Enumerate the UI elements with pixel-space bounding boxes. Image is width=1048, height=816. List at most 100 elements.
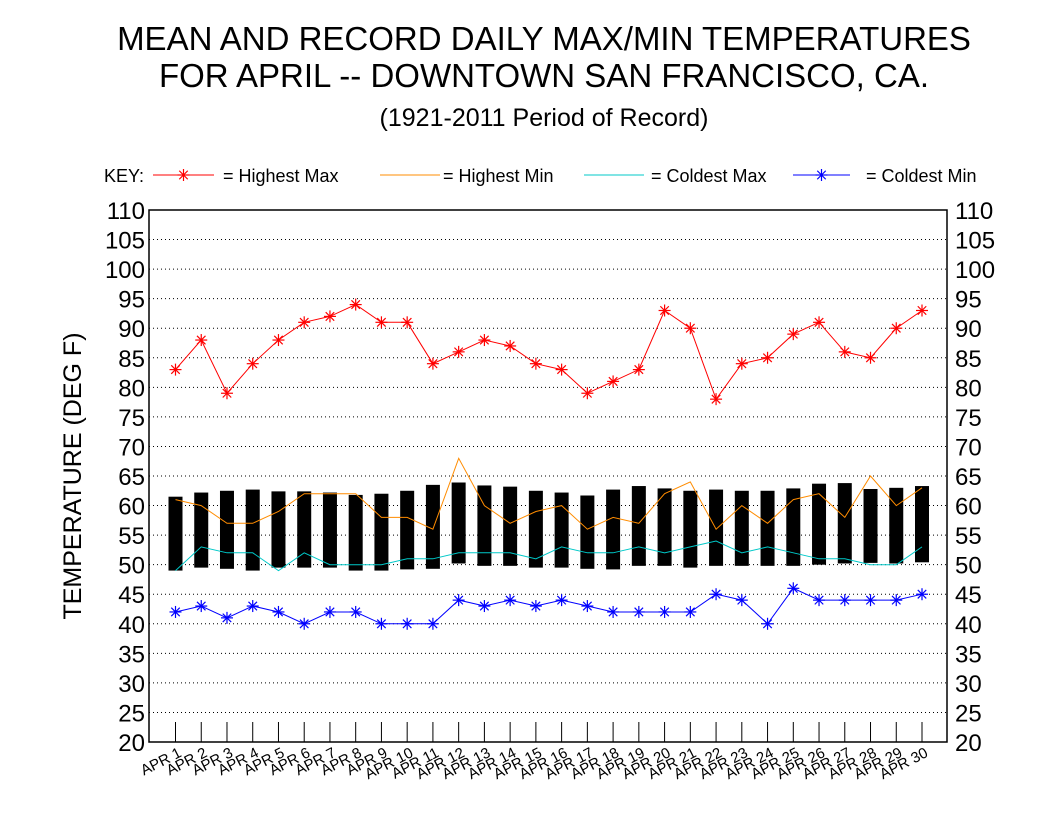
- y-tick-label-right: 35: [955, 641, 982, 668]
- highest-max-point: [735, 357, 748, 370]
- coldest-min-point: [478, 600, 491, 613]
- mean-range-bar: [297, 491, 312, 568]
- coldest-min-point: [246, 600, 259, 613]
- highest-max-point: [684, 322, 697, 335]
- legend-label-highest-max: = Highest Max: [223, 166, 339, 186]
- coldest-min-point: [504, 594, 517, 607]
- y-tick-label-left: 50: [118, 553, 145, 580]
- y-tick-label-right: 110: [955, 198, 993, 225]
- coldest-min-point: [169, 605, 182, 618]
- coldest-min-point: [195, 600, 208, 613]
- highest-max-point: [890, 322, 903, 335]
- coldest-max-line: [175, 540, 923, 572]
- mean-range-bar: [503, 486, 518, 566]
- coldest-min-point: [401, 617, 414, 630]
- y-tick-label-left: 60: [118, 494, 145, 521]
- mean-range-bar: [400, 490, 415, 570]
- highest-max-point: [658, 304, 671, 317]
- highest-max-point: [169, 363, 182, 376]
- y-tick-label-left: 65: [118, 464, 145, 491]
- mean-range-bar: [915, 486, 929, 563]
- mean-range-bar: [889, 487, 904, 564]
- coldest-min-line: [175, 587, 923, 625]
- mean-range-bar: [709, 489, 724, 566]
- plot-frame: [148, 209, 948, 743]
- highest-max-point: [220, 387, 233, 400]
- coldest-min-point: [529, 600, 542, 613]
- y-tick-label-left: 90: [118, 316, 145, 343]
- highest-max-point: [761, 351, 774, 364]
- highest-max-point: [298, 316, 311, 329]
- y-tick-label-left: 80: [118, 375, 145, 402]
- y-tick-label-right: 25: [955, 700, 982, 727]
- coldest-min-point: [890, 594, 903, 607]
- highest-max-point: [452, 345, 465, 358]
- highest-max-point: [555, 363, 568, 376]
- y-tick-label-right: 60: [955, 494, 982, 521]
- y-tick-label-left: 70: [118, 434, 145, 461]
- highest-max-point: [323, 310, 336, 323]
- highest-max-point: [813, 316, 826, 329]
- mean-range-bar: [322, 492, 337, 568]
- y-tick-label-right: 100: [955, 257, 995, 284]
- highest-max-point: [581, 387, 594, 400]
- coldest-min-point: [761, 617, 774, 630]
- highest-min-line: [175, 457, 923, 531]
- highest-max-point: [504, 339, 517, 352]
- y-tick-label-left: 100: [105, 257, 145, 284]
- y-tick-label-right: 70: [955, 434, 982, 461]
- highest-max-point: [478, 334, 491, 347]
- coldest-min-point: [916, 588, 928, 601]
- legend-label-coldest-min: = Coldest Min: [866, 166, 977, 186]
- highest-max-point: [195, 334, 208, 347]
- chart-subtitle: (1921-2011 Period of Record): [379, 104, 709, 132]
- highest-max-point: [838, 345, 851, 358]
- y-tick-label-left: 20: [118, 730, 145, 757]
- y-tick-label-left: 25: [118, 700, 145, 727]
- highest-max-point: [401, 316, 414, 329]
- highest-max-point: [426, 357, 439, 370]
- y-tick-label-right: 50: [955, 553, 982, 580]
- y-tick-label-left: 40: [118, 612, 145, 639]
- coldest-min-point: [710, 588, 723, 601]
- y-tick-label-left: 30: [118, 671, 145, 698]
- y-tick-label-right: 80: [955, 375, 982, 402]
- coldest-min-point: [864, 594, 877, 607]
- coldest-min-point: [581, 600, 594, 613]
- coldest-min-point: [632, 605, 645, 618]
- y-tick-label-left: 45: [118, 582, 145, 609]
- highest-max-point: [787, 328, 800, 341]
- y-tick-label-right: 105: [955, 228, 995, 255]
- legend-label-coldest-max: = Coldest Max: [651, 166, 767, 186]
- coldest-min-point: [658, 605, 671, 618]
- highest-max-point: [710, 393, 723, 406]
- mean-range-bar: [760, 490, 775, 566]
- y-tick-label-right: 30: [955, 671, 982, 698]
- y-tick-label-left: 95: [118, 287, 145, 314]
- mean-range-bar: [451, 482, 466, 564]
- coldest-min-point: [323, 605, 336, 618]
- mean-range-bar: [631, 486, 646, 566]
- coldest-min-point: [838, 594, 851, 607]
- mean-range-bar: [837, 483, 852, 564]
- mean-range-bar: [554, 492, 569, 568]
- highest-max-point: [916, 304, 928, 317]
- mean-range-bar: [786, 488, 801, 566]
- coldest-min-point: [555, 594, 568, 607]
- coldest-min-point: [735, 594, 748, 607]
- coldest-min-point: [426, 617, 439, 630]
- y-tick-label-left: 85: [118, 346, 145, 373]
- mean-range-bar: [425, 484, 440, 569]
- highest-max-point: [632, 363, 645, 376]
- y-tick-label-right: 90: [955, 316, 982, 343]
- y-tick-label-left: 105: [105, 228, 145, 255]
- coldest-min-point: [787, 582, 800, 595]
- coldest-min-point: [220, 611, 233, 624]
- coldest-min-point: [349, 605, 362, 618]
- mean-range-bar: [219, 490, 234, 569]
- mean-range-bar: [863, 489, 878, 563]
- mean-range-bar: [734, 490, 749, 566]
- mean-range-bar: [528, 490, 543, 568]
- y-tick-label-left: 35: [118, 641, 145, 668]
- coldest-min-point: [272, 605, 285, 618]
